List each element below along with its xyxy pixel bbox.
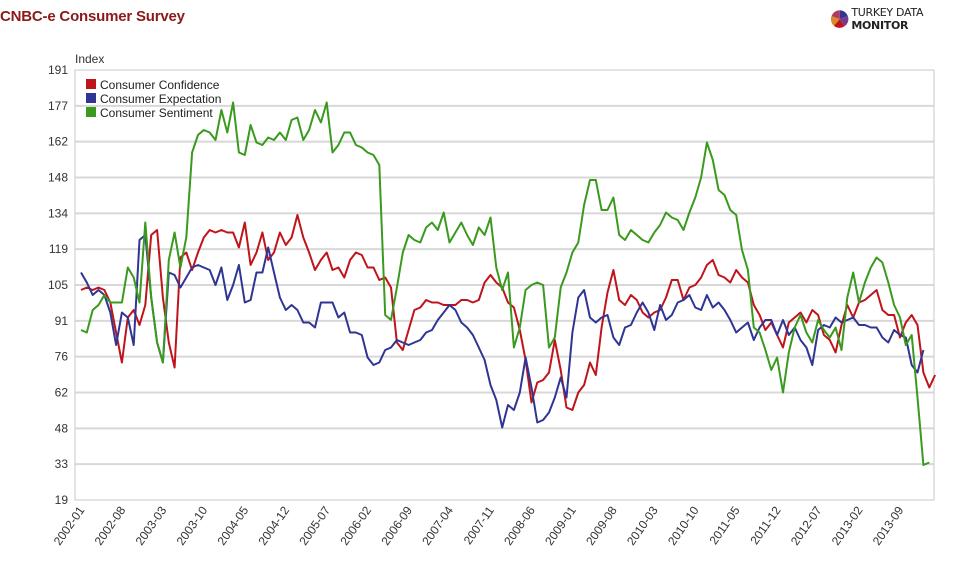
legend-swatch-expectation <box>86 93 96 103</box>
legend-label-confidence: Consumer Confidence <box>100 78 220 92</box>
x-tick-label: 2002-08 <box>92 503 129 547</box>
x-tick-label: 2003-03 <box>133 503 170 547</box>
y-tick-label: 177 <box>48 99 68 113</box>
x-tick-label: 2011-05 <box>706 503 742 547</box>
brand-logo: TURKEY DATA MONITOR <box>830 6 979 32</box>
series-lines <box>80 101 937 466</box>
plot-area-border <box>74 69 935 501</box>
x-tick-label: 2002-01 <box>51 503 88 547</box>
chart-title: CNBC-e Consumer Survey <box>0 8 185 25</box>
pie-logo-icon <box>830 10 849 28</box>
y-tick-label: 162 <box>48 135 68 149</box>
series-consumer-confidence <box>80 214 937 411</box>
x-tick-label: 2012-07 <box>788 503 825 547</box>
y-axis-ticks: 191 177 162 148 134 119 105 91 76 62 48 33 19 <box>48 63 68 507</box>
y-tick-label: 119 <box>49 242 68 256</box>
x-tick-label: 2013-09 <box>870 503 907 547</box>
x-tick-label: 2007-11 <box>461 503 497 547</box>
y-tick-label: 19 <box>55 493 69 507</box>
x-tick-label: 2005-07 <box>296 503 333 547</box>
x-tick-label: 2007-04 <box>419 503 456 547</box>
legend-label-sentiment: Consumer Sentiment <box>100 106 213 120</box>
x-tick-label: 2003-10 <box>174 503 211 547</box>
y-tick-label: 33 <box>55 457 69 471</box>
legend-swatch-confidence <box>86 79 96 89</box>
x-tick-label: 2004-12 <box>255 503 292 547</box>
y-tick-label: 134 <box>48 206 68 220</box>
x-tick-label: 2006-02 <box>337 503 374 547</box>
x-tick-label: 2009-08 <box>583 503 620 547</box>
y-tick-label: 76 <box>55 350 69 364</box>
y-tick-label: 148 <box>48 171 68 185</box>
x-tick-label: 2011-12 <box>747 503 783 547</box>
y-tick-label: 191 <box>48 63 68 77</box>
legend: Consumer Confidence Consumer Expectation… <box>86 78 221 120</box>
x-tick-label: 2010-03 <box>624 503 661 547</box>
x-tick-label: 2013-02 <box>829 503 866 547</box>
x-tick-label: 2008-06 <box>501 503 538 547</box>
y-tick-label: 105 <box>48 278 68 292</box>
y-tick-label: 62 <box>55 386 69 400</box>
legend-label-expectation: Consumer Expectation <box>100 92 221 106</box>
y-tick-label: 48 <box>55 421 69 435</box>
x-tick-label: 2004-05 <box>215 503 252 547</box>
x-tick-label: 2006-09 <box>378 503 415 547</box>
x-tick-label: 2009-01 <box>542 503 579 547</box>
brand-name: TURKEY DATA MONITOR <box>851 6 924 32</box>
x-tick-label: 2010-10 <box>665 503 702 547</box>
y-axis-title: Index <box>75 52 104 66</box>
series-consumer-sentiment <box>80 101 930 466</box>
legend-swatch-sentiment <box>86 107 96 117</box>
y-tick-label: 91 <box>55 314 69 328</box>
x-axis-ticks: 2002-01 2002-08 2003-03 2003-10 2004-05 2004-… <box>51 503 907 547</box>
series-consumer-expectation <box>80 234 925 429</box>
